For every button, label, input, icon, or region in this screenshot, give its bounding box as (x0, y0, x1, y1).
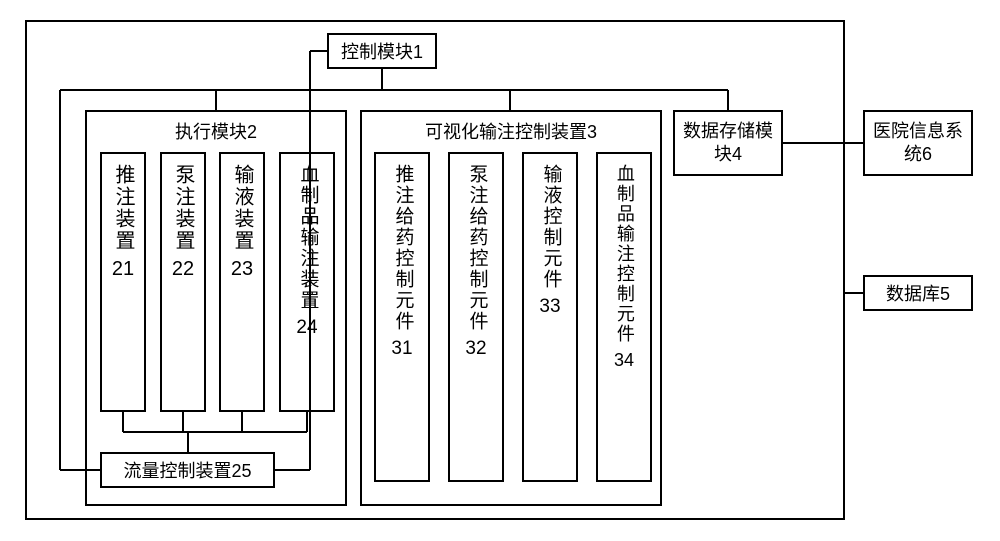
e22-box: 泵注装置 22 (160, 152, 206, 412)
e22-num: 22 (172, 258, 194, 281)
v32-label: 泵注给药控制元件 (466, 164, 487, 332)
v32-num: 32 (465, 338, 486, 360)
control-module-label: 控制模块1 (341, 38, 423, 64)
e24-label: 血制品输注装置 (297, 164, 318, 311)
v34-num: 34 (614, 350, 634, 371)
db-label: 数据库5 (886, 280, 950, 306)
v33-num: 33 (539, 296, 560, 318)
e21-box: 推注装置 21 (100, 152, 146, 412)
v33-box: 输液控制元件 33 (522, 152, 578, 482)
his-label: 医院信息系统6 (865, 120, 971, 167)
e23-box: 输液装置 23 (219, 152, 265, 412)
data-store-box: 数据存储模块4 (673, 110, 783, 176)
v34-box: 血制品输注控制元件 34 (596, 152, 652, 482)
data-store-label: 数据存储模块4 (675, 120, 781, 167)
e21-num: 21 (112, 258, 134, 281)
v31-num: 31 (391, 338, 412, 360)
vis-module-label: 可视化输注控制装置3 (425, 118, 597, 144)
e21-label: 推注装置 (112, 164, 134, 252)
v33-label: 输液控制元件 (540, 164, 561, 290)
control-module-box: 控制模块1 (327, 33, 437, 69)
v31-box: 推注给药控制元件 31 (374, 152, 430, 482)
e24-num: 24 (296, 317, 317, 339)
e24-box: 血制品输注装置 24 (279, 152, 335, 412)
v31-label: 推注给药控制元件 (392, 164, 413, 332)
e22-label: 泵注装置 (172, 164, 194, 252)
his-box: 医院信息系统6 (863, 110, 973, 176)
v32-box: 泵注给药控制元件 32 (448, 152, 504, 482)
e23-label: 输液装置 (231, 164, 253, 252)
v34-label: 血制品输注控制元件 (614, 164, 634, 344)
e23-num: 23 (231, 258, 253, 281)
flow-label: 流量控制装置25 (123, 457, 251, 483)
exec-module-label: 执行模块2 (175, 118, 257, 144)
db-box: 数据库5 (863, 275, 973, 311)
flow-box: 流量控制装置25 (100, 452, 275, 488)
